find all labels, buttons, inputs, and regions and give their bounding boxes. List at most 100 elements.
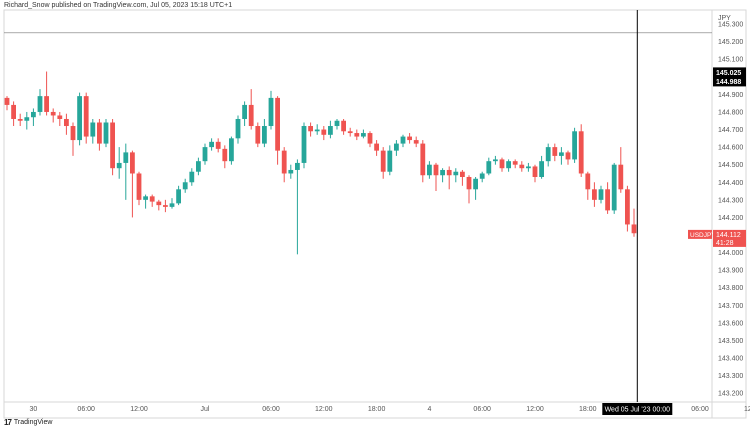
- candle-body: [116, 162, 122, 169]
- tradingview-logo[interactable]: 17 TradingView: [4, 418, 52, 427]
- candle-body: [565, 152, 571, 160]
- crosshair-price-tag: [713, 67, 746, 87]
- candle-body: [598, 189, 604, 200]
- y-tick-label: 143.800: [718, 285, 743, 292]
- candle-body: [97, 122, 102, 144]
- candle-body: [301, 126, 307, 163]
- candle-body: [50, 111, 56, 116]
- candle-body: [328, 126, 333, 135]
- x-tick-label: 06:00: [691, 406, 709, 413]
- candle-body: [235, 118, 241, 139]
- candle-body: [130, 152, 135, 174]
- candle-body: [453, 171, 459, 176]
- crosshair-price-label: 144.988: [716, 79, 741, 86]
- candle-body: [526, 166, 531, 169]
- candle-body: [334, 120, 340, 127]
- y-tick-label: 143.200: [718, 391, 743, 398]
- candle-body: [341, 120, 346, 132]
- candle-body: [83, 96, 89, 137]
- y-tick-label: 143.700: [718, 303, 743, 310]
- candle-body: [387, 150, 393, 172]
- candle-body: [446, 169, 452, 176]
- x-tick-label: 06:00: [262, 406, 280, 413]
- candle-body: [592, 189, 597, 200]
- candle-body: [189, 171, 195, 183]
- candle-body: [361, 133, 366, 137]
- chart-frame: [3, 9, 747, 419]
- candle-body: [136, 173, 142, 200]
- tradingview-brand-text: TradingView: [13, 419, 53, 426]
- candle-body: [308, 126, 313, 132]
- candle-body: [394, 143, 399, 151]
- candle-body: [460, 171, 465, 177]
- candle-body: [149, 196, 155, 202]
- candle-body: [532, 166, 538, 177]
- y-tick-label: 143.300: [718, 373, 743, 380]
- candle-body: [123, 152, 129, 163]
- x-tick-label: 12:00: [315, 406, 333, 413]
- crosshair-time-tag: [602, 403, 673, 415]
- y-tick-label: 145.100: [718, 57, 743, 64]
- candle-body: [499, 159, 505, 169]
- x-tick-label: 12:00: [526, 406, 544, 413]
- tradingview-logo-icon: 17: [4, 418, 12, 427]
- candle-body: [572, 131, 577, 160]
- candle-body: [262, 126, 267, 144]
- candle-body: [374, 143, 379, 151]
- candle-body: [420, 143, 426, 176]
- candle-body: [631, 224, 637, 234]
- candle-body: [215, 141, 221, 149]
- candle-body: [209, 141, 214, 148]
- x-tick-label: 12:00: [744, 406, 750, 413]
- candle-body: [559, 152, 564, 156]
- candle-body: [31, 111, 36, 118]
- candle-body: [182, 182, 188, 190]
- y-tick-label: 144.600: [718, 145, 743, 152]
- y-tick-label: 144.400: [718, 180, 743, 187]
- candle-body: [169, 203, 175, 207]
- candle-body: [519, 164, 525, 169]
- candle-body: [11, 104, 16, 119]
- y-axis-unit: JPY: [718, 15, 731, 22]
- candle-body: [57, 115, 63, 119]
- candle-body: [255, 126, 261, 144]
- y-tick-label: 145.300: [718, 22, 743, 29]
- candle-body: [143, 196, 148, 200]
- candle-body: [585, 173, 591, 190]
- candle-body: [242, 104, 247, 119]
- candle-body: [407, 136, 412, 141]
- candle-body: [222, 148, 228, 162]
- candle-body: [380, 150, 386, 172]
- candle-body: [433, 164, 439, 176]
- x-tick-label: 06:00: [473, 406, 491, 413]
- x-tick-label: 4: [427, 406, 431, 413]
- candle-body: [70, 126, 76, 141]
- candle-body: [611, 164, 617, 211]
- candle-body: [156, 201, 162, 206]
- x-tick-label: 18:00: [579, 406, 597, 413]
- crosshair-price-label: 145.025: [716, 70, 741, 77]
- candle-body: [288, 169, 294, 174]
- candle-body: [110, 122, 115, 169]
- candle-body: [44, 96, 49, 112]
- candle-body: [229, 138, 234, 162]
- candle-body: [90, 122, 96, 137]
- candle-body: [103, 122, 109, 144]
- candle-body: [486, 161, 492, 174]
- candle-body: [268, 97, 274, 127]
- candle-body: [17, 118, 23, 121]
- y-tick-label: 144.900: [718, 92, 743, 99]
- candle-body: [176, 189, 181, 204]
- candle-body: [427, 164, 432, 176]
- x-tick-label: 18:00: [368, 406, 386, 413]
- y-tick-label: 144.000: [718, 250, 743, 257]
- candle-body: [479, 173, 485, 179]
- candle-body: [202, 147, 208, 162]
- candle-body: [163, 205, 168, 207]
- countdown-label: 41:28: [716, 240, 734, 247]
- candle-body: [275, 97, 280, 151]
- candle-body: [321, 129, 327, 135]
- last-price-tag: [713, 229, 746, 247]
- candle-body: [4, 97, 10, 105]
